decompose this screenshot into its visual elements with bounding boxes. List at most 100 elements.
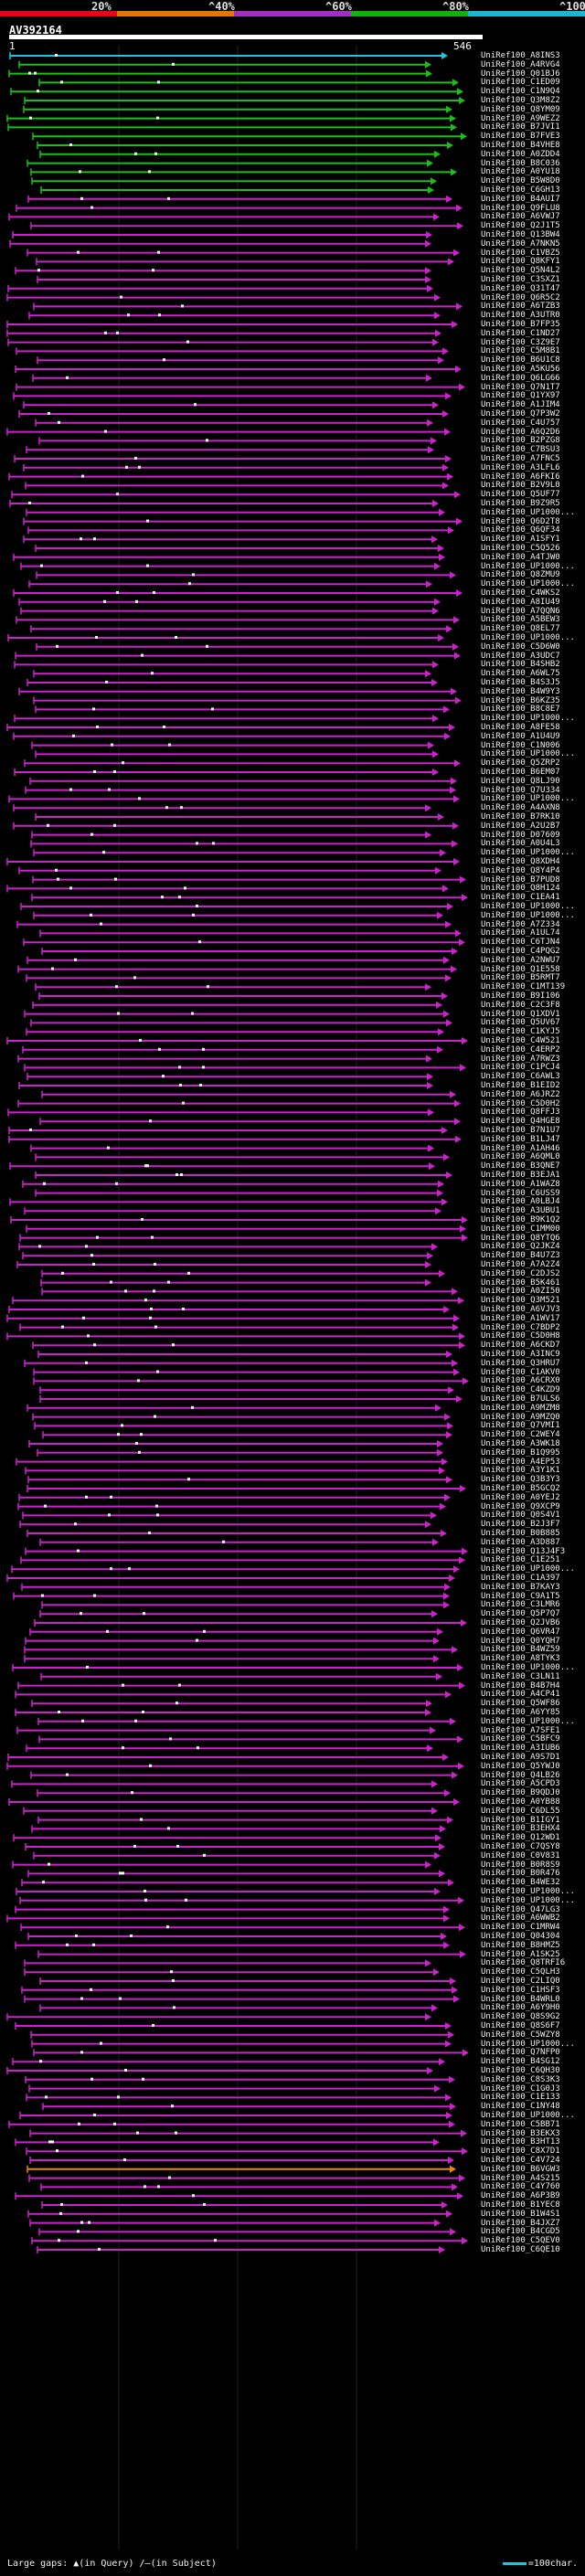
hit-label[interactable]: UniRef100_Q8H124 (481, 884, 560, 894)
hit-label[interactable]: UniRef100_UP1000... (481, 561, 575, 571)
hit-label[interactable]: UniRef100_Q8YM09 (481, 104, 560, 114)
hit-label[interactable]: UniRef100_A7A2Z4 (481, 1260, 560, 1269)
hit-label[interactable]: UniRef100_Q2JVB6 (481, 1618, 560, 1627)
hit-label[interactable]: UniRef100_A6CRX0 (481, 1376, 560, 1386)
hit-label[interactable]: UniRef100_A0YU18 (481, 167, 560, 177)
hit-label[interactable]: UniRef100_UP1000... (481, 1895, 575, 1905)
hit-label[interactable]: UniRef100_B2J3F7 (481, 1520, 560, 1530)
hit-label[interactable]: UniRef100_A3IUB6 (481, 1744, 560, 1754)
hit-label[interactable]: UniRef100_UP1000... (481, 794, 575, 804)
hit-label[interactable]: UniRef100_C4Y760 (481, 2182, 560, 2192)
hit-label[interactable]: UniRef100_A4RVG4 (481, 59, 560, 69)
hit-label[interactable]: UniRef100_A7NKN5 (481, 239, 560, 249)
hit-label[interactable]: UniRef100_Q8XDH4 (481, 857, 560, 866)
hit-label[interactable]: UniRef100_A3Y1K1 (481, 1466, 560, 1476)
hit-label[interactable]: UniRef100_A1WAZ8 (481, 1179, 560, 1189)
hit-label[interactable]: UniRef100_B3EJA1 (481, 1171, 560, 1180)
hit-label[interactable]: UniRef100_C1E133 (481, 2093, 560, 2103)
hit-label[interactable]: UniRef100_C5Q526 (481, 544, 560, 553)
hit-label[interactable]: UniRef100_C1ED09 (481, 78, 560, 88)
hit-label[interactable]: UniRef100_B5RMT7 (481, 973, 560, 983)
hit-label[interactable]: UniRef100_UP1000... (481, 714, 575, 724)
hit-label[interactable]: UniRef100_Q9FLU8 (481, 203, 560, 213)
hit-label[interactable]: UniRef100_C3SXZ1 (481, 275, 560, 284)
hit-label[interactable]: UniRef100_UP1000... (481, 910, 575, 920)
hit-label[interactable]: UniRef100_Q5ZRP2 (481, 758, 560, 769)
hit-label[interactable]: UniRef100_Q3HRU7 (481, 1358, 560, 1368)
hit-label[interactable]: UniRef100_C1ND27 (481, 328, 560, 338)
hit-label[interactable]: UniRef100_C5BB71 (481, 2119, 560, 2129)
hit-label[interactable]: UniRef100_B3EHX4 (481, 1824, 560, 1834)
hit-label[interactable]: UniRef100_B4WRL0 (481, 1994, 560, 2004)
hit-label[interactable]: UniRef100_C4WKS2 (481, 588, 560, 598)
hit-label[interactable]: UniRef100_C1KYJ5 (481, 1027, 560, 1037)
hit-label[interactable]: UniRef100_B2PZG8 (481, 436, 560, 446)
hit-label[interactable]: UniRef100_C3LN11 (481, 1671, 560, 1681)
hit-label[interactable]: UniRef100_Q8EL77 (481, 624, 560, 634)
hit-label[interactable]: UniRef100_A2NWU7 (481, 955, 560, 965)
hit-label[interactable]: UniRef100_A9MZM8 (481, 1403, 560, 1413)
hit-label[interactable]: UniRef100_B3EKX3 (481, 2128, 560, 2138)
hit-label[interactable]: UniRef100_Q8S6F7 (481, 2021, 560, 2030)
hit-label[interactable]: UniRef100_A1SK25 (481, 1949, 560, 1959)
hit-label[interactable]: UniRef100_A3WK18 (481, 1439, 560, 1448)
hit-label[interactable]: UniRef100_UP1000... (481, 1716, 575, 1726)
hit-label[interactable]: UniRef100_A1JIM4 (481, 400, 560, 410)
hit-label[interactable]: UniRef100_B7FP35 (481, 320, 560, 329)
hit-label[interactable]: UniRef100_C7BSU3 (481, 445, 560, 455)
hit-label[interactable]: UniRef100_Q7N1T7 (481, 382, 560, 392)
hit-label[interactable]: UniRef100_C1MM00 (481, 1224, 560, 1234)
hit-label[interactable]: UniRef100_A3UTR0 (481, 311, 560, 321)
hit-label[interactable]: UniRef100_B8C036 (481, 158, 560, 168)
hit-label[interactable]: UniRef100_B2V9L0 (481, 481, 560, 491)
hit-label[interactable]: UniRef100_B9Z9R5 (481, 499, 560, 508)
hit-label[interactable]: UniRef100_B4JXZ7 (481, 2218, 560, 2228)
hit-label[interactable]: UniRef100_A8IU49 (481, 597, 560, 607)
hit-label[interactable]: UniRef100_A6Y9H0 (481, 2003, 560, 2013)
hit-label[interactable]: UniRef100_A5BEW3 (481, 615, 560, 625)
hit-label[interactable]: UniRef100_Q8Y4P4 (481, 865, 560, 875)
hit-label[interactable]: UniRef100_C1NY48 (481, 2102, 560, 2112)
hit-label[interactable]: UniRef100_B4WZ59 (481, 1645, 560, 1655)
hit-label[interactable]: UniRef100_C8X7D1 (481, 2147, 560, 2157)
hit-label[interactable]: UniRef100_A0U4L3 (481, 839, 560, 849)
hit-label[interactable]: UniRef100_B7JVI1 (481, 122, 560, 133)
hit-label[interactable]: UniRef100_B0R8S9 (481, 1860, 560, 1870)
hit-label[interactable]: UniRef100_Q4LB26 (481, 1770, 560, 1780)
hit-label[interactable]: UniRef100_Q6VR47 (481, 1627, 560, 1637)
hit-label[interactable]: UniRef100_A6P3B9 (481, 2191, 560, 2201)
hit-label[interactable]: UniRef100_C4V724 (481, 2156, 560, 2165)
hit-label[interactable]: UniRef100_B7FVE3 (481, 132, 560, 142)
hit-label[interactable]: UniRef100_Q7U334 (481, 785, 560, 795)
hit-label[interactable]: UniRef100_A4AXN8 (481, 803, 560, 813)
hit-label[interactable]: UniRef100_A7FNC5 (481, 454, 560, 463)
hit-label[interactable]: UniRef100_B9K1Q2 (481, 1215, 560, 1224)
hit-label[interactable]: UniRef100_B1EID2 (481, 1081, 560, 1090)
hit-label[interactable]: UniRef100_Q3M521 (481, 1296, 560, 1306)
hit-label[interactable]: UniRef100_Q04304 (481, 1932, 560, 1941)
hit-label[interactable]: UniRef100_A7QQN6 (481, 606, 560, 616)
hit-label[interactable]: UniRef100_C5M8B1 (481, 346, 560, 356)
hit-label[interactable]: UniRef100_A6Q2D6 (481, 427, 560, 437)
hit-label[interactable]: UniRef100_C4ERP2 (481, 1044, 560, 1055)
hit-label[interactable]: UniRef100_B4B7H4 (481, 1680, 560, 1691)
hit-label[interactable]: UniRef100_C6QE10 (481, 2245, 560, 2254)
hit-label[interactable]: UniRef100_C9A1T5 (481, 1591, 560, 1601)
hit-label[interactable]: UniRef100_UP1000... (481, 1564, 575, 1574)
hit-label[interactable]: UniRef100_A5KU56 (481, 365, 560, 374)
hit-label[interactable]: UniRef100_B6VGW3 (481, 2164, 560, 2174)
hit-label[interactable]: UniRef100_B6KZ35 (481, 695, 560, 705)
hit-label[interactable]: UniRef100_A1AH46 (481, 1143, 560, 1153)
hit-label[interactable]: UniRef100_A8FE58 (481, 723, 560, 732)
hit-label[interactable]: UniRef100_Q5UV67 (481, 1018, 560, 1028)
hit-label[interactable]: UniRef100_B7RK10 (481, 812, 560, 822)
hit-label[interactable]: UniRef100_A6QML0 (481, 1152, 560, 1162)
hit-label[interactable]: UniRef100_Q6QF34 (481, 525, 560, 535)
hit-label[interactable]: UniRef100_C7BDP2 (481, 1322, 560, 1332)
hit-label[interactable]: UniRef100_B4W9Y3 (481, 686, 560, 696)
hit-label[interactable]: UniRef100_Q13J4F3 (481, 1546, 566, 1556)
hit-label[interactable]: UniRef100_C1EA41 (481, 893, 560, 903)
hit-label[interactable]: UniRef100_Q8TRFI6 (481, 1958, 566, 1968)
hit-label[interactable]: UniRef100_Q5N4L2 (481, 266, 560, 276)
hit-label[interactable]: UniRef100_Q47LG3 (481, 1904, 560, 1914)
